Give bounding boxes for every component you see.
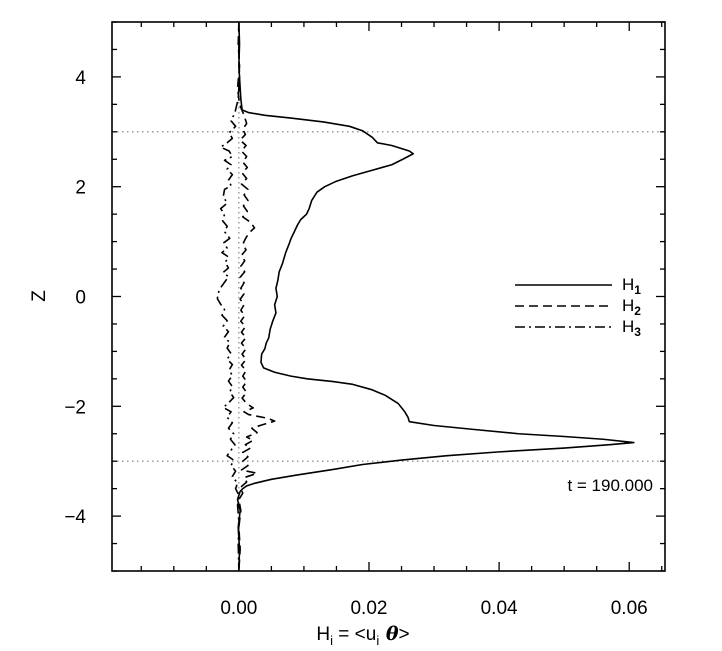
y-tick-label-4: 4	[75, 68, 86, 89]
x-axis-title-end: >	[399, 624, 410, 645]
x-tick-label-2: 0.04	[481, 598, 518, 619]
series-layer	[216, 21, 635, 572]
x-axis-title: Hi = <ui θ>	[316, 623, 409, 648]
series-line-h2	[236, 21, 276, 572]
x-axis-title-mid: = <u	[333, 624, 376, 645]
y-tick-label-3: 2	[75, 178, 86, 199]
x-tick-label-1: 0.02	[350, 598, 387, 619]
x-tick-label-3: 0.06	[611, 598, 648, 619]
y-tick-label-2: 0	[75, 288, 86, 309]
x-axis-title-sub: i	[330, 633, 333, 648]
x-tick-label-0: 0.00	[220, 598, 257, 619]
axis-tick-labels: 0.00 0.02 0.04 0.06 −4 −2 0 2 4	[64, 68, 647, 619]
axis-ticks	[112, 21, 665, 572]
series-line-h3	[216, 22, 241, 572]
y-tick-label-0: −4	[64, 507, 86, 528]
time-annotation: t = 190.000	[567, 476, 653, 495]
y-tick-label-1: −2	[64, 397, 86, 418]
legend-label-3: H3	[622, 317, 641, 339]
y-axis-title: Z	[29, 290, 50, 302]
x-axis-title-base: H	[316, 624, 330, 645]
series-line-h1	[236, 21, 635, 572]
x-axis-title-theta: θ	[379, 623, 399, 645]
legend-label-1: H1	[622, 275, 641, 297]
legend-label-2: H2	[622, 296, 641, 318]
x-axis-title-sub2: i	[376, 633, 379, 648]
